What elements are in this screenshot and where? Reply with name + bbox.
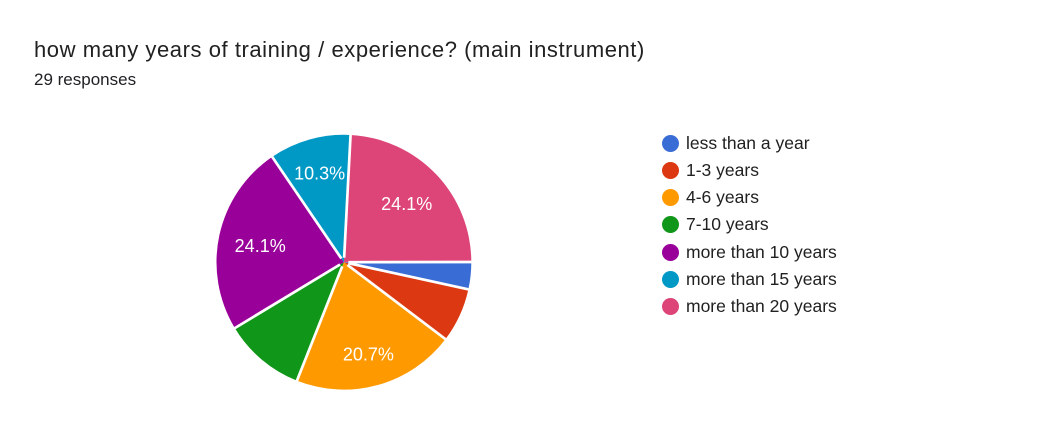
svg-text:24.1%: 24.1%	[235, 236, 286, 256]
svg-text:10.3%: 10.3%	[294, 163, 345, 183]
svg-text:20.7%: 20.7%	[343, 345, 394, 365]
svg-text:24.1%: 24.1%	[381, 194, 432, 214]
